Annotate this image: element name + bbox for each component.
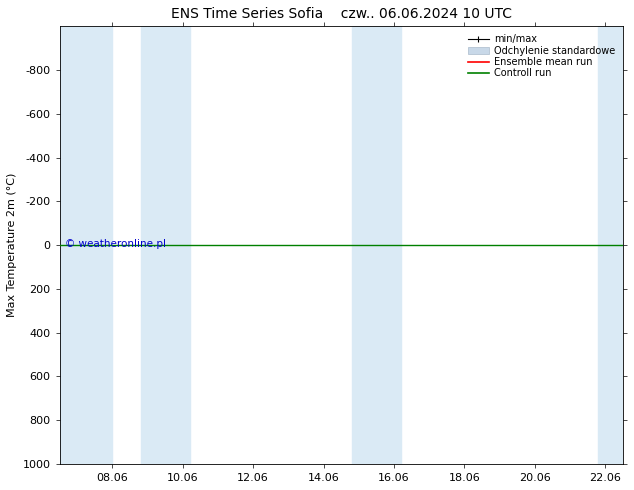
Title: ENS Time Series Sofia    czw.. 06.06.2024 10 UTC: ENS Time Series Sofia czw.. 06.06.2024 1… [171, 7, 512, 21]
Bar [352, 26, 401, 464]
Bar [141, 26, 190, 464]
Bar [60, 26, 112, 464]
Legend: min/max, Odchylenie standardowe, Ensemble mean run, Controll run: min/max, Odchylenie standardowe, Ensembl… [465, 31, 618, 81]
Y-axis label: Max Temperature 2m (°C): Max Temperature 2m (°C) [7, 173, 17, 318]
Text: © weatheronline.pl: © weatheronline.pl [65, 239, 166, 249]
Bar [598, 26, 623, 464]
